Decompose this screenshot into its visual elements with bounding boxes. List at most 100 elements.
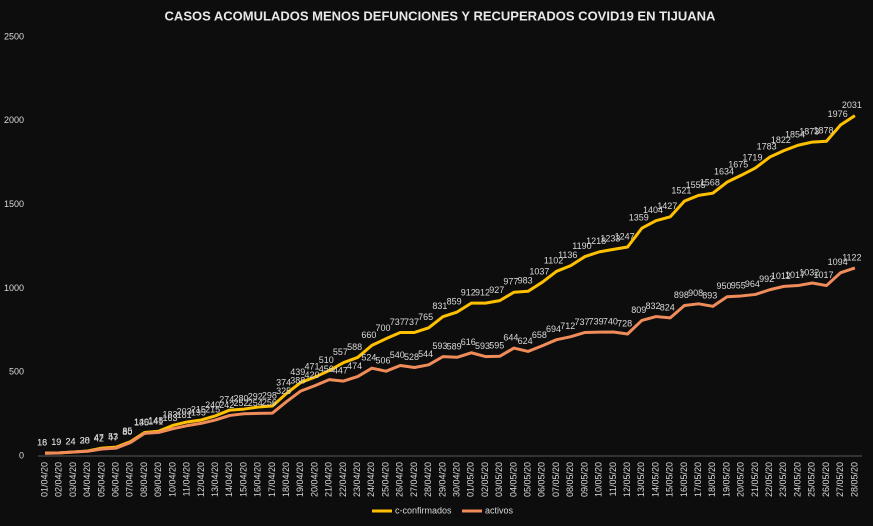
data-label: 977 — [503, 277, 518, 287]
data-label: 240 — [205, 400, 220, 410]
data-label: 456 — [319, 364, 334, 374]
x-tick-label: 04/05/20 — [508, 462, 518, 497]
x-tick-label: 10/05/20 — [594, 462, 604, 497]
x-tick-label: 28/04/20 — [423, 462, 433, 497]
data-label: 140 — [134, 417, 149, 427]
data-label: 950 — [717, 281, 732, 291]
data-label: 1247 — [615, 231, 635, 241]
data-label: 992 — [759, 274, 774, 284]
data-label: 215 — [191, 404, 206, 414]
y-tick-label: 2000 — [4, 115, 24, 125]
data-label: 47 — [94, 432, 104, 442]
x-tick-label: 18/05/20 — [707, 462, 717, 497]
data-label: 1233 — [600, 234, 620, 244]
data-label: 912 — [461, 288, 476, 298]
x-tick-label: 04/04/20 — [82, 462, 92, 497]
x-tick-label: 05/04/20 — [96, 462, 106, 497]
data-label: 1878 — [813, 126, 833, 136]
data-label: 18 — [37, 437, 47, 447]
data-label: 832 — [645, 301, 660, 311]
x-tick-label: 20/04/20 — [309, 462, 319, 497]
data-label: 24 — [66, 436, 76, 446]
data-label: 447 — [333, 365, 348, 375]
x-tick-label: 25/05/20 — [807, 462, 817, 497]
data-label: 593 — [432, 341, 447, 351]
data-label: 274 — [219, 394, 234, 404]
y-tick-label: 0 — [19, 450, 24, 460]
data-label: 325 — [276, 386, 291, 396]
x-tick-label: 02/05/20 — [480, 462, 490, 497]
data-label: 47 — [108, 432, 118, 442]
x-tick-label: 17/04/20 — [267, 462, 277, 497]
data-label: 809 — [631, 305, 646, 315]
data-label: 1427 — [657, 201, 677, 211]
x-tick-label: 13/04/20 — [210, 462, 220, 497]
data-label: 588 — [347, 342, 362, 352]
data-label: 24 — [66, 436, 76, 446]
x-tick-label: 27/05/20 — [835, 462, 845, 497]
data-label: 528 — [404, 352, 419, 362]
chart-title: CASOS ACOMULADOS MENOS DEFUNCIONES Y REC… — [165, 8, 716, 23]
data-label: 420 — [305, 370, 320, 380]
data-label: 1873 — [799, 126, 819, 136]
data-label: 471 — [305, 361, 320, 371]
x-tick-label: 15/04/20 — [238, 462, 248, 497]
data-label: 737 — [404, 317, 419, 327]
data-label: 181 — [177, 410, 192, 420]
x-tick-label: 06/05/20 — [537, 462, 547, 497]
data-label: 694 — [546, 324, 561, 334]
x-tick-label: 01/04/20 — [39, 462, 49, 497]
data-label: 163 — [162, 413, 177, 423]
y-tick-label: 1000 — [4, 283, 24, 293]
data-label: 1218 — [586, 236, 606, 246]
data-label: 85 — [122, 426, 132, 436]
x-tick-label: 26/05/20 — [821, 462, 831, 497]
data-label: 141 — [148, 417, 163, 427]
data-label: 912 — [475, 288, 490, 298]
legend-label: activos — [485, 505, 514, 515]
data-label: 183 — [162, 410, 177, 420]
x-tick-label: 24/05/20 — [792, 462, 802, 497]
x-tick-label: 12/04/20 — [196, 462, 206, 497]
data-label: 256 — [262, 397, 277, 407]
data-label: 831 — [432, 301, 447, 311]
x-tick-label: 11/05/20 — [608, 462, 618, 496]
data-label: 955 — [731, 280, 746, 290]
data-label: 242 — [219, 400, 234, 410]
data-label: 1102 — [544, 256, 563, 266]
data-label: 658 — [532, 330, 547, 340]
x-tick-label: 19/05/20 — [721, 462, 731, 497]
data-label: 712 — [560, 321, 575, 331]
data-label: 544 — [418, 349, 433, 359]
data-label: 524 — [361, 353, 376, 363]
data-label: 660 — [361, 330, 376, 340]
data-label: 1822 — [771, 135, 791, 145]
data-label: 1555 — [686, 180, 706, 190]
data-label: 252 — [233, 398, 248, 408]
data-label: 1783 — [757, 142, 777, 152]
data-label: 30 — [80, 435, 90, 445]
data-label: 28 — [80, 436, 90, 446]
x-tick-label: 11/04/20 — [182, 462, 192, 496]
data-label: 298 — [262, 390, 277, 400]
data-label: 624 — [518, 336, 533, 346]
data-label: 1976 — [828, 109, 848, 119]
x-tick-label: 25/04/20 — [380, 462, 390, 497]
data-label: 964 — [745, 279, 760, 289]
x-tick-label: 19/04/20 — [295, 462, 305, 497]
data-label: 700 — [376, 323, 391, 333]
x-tick-label: 09/04/20 — [153, 462, 163, 497]
x-tick-label: 03/05/20 — [494, 462, 504, 497]
data-label: 1854 — [785, 130, 805, 140]
x-tick-label: 15/05/20 — [665, 462, 675, 497]
data-label: 1037 — [529, 267, 549, 277]
x-tick-label: 29/04/20 — [437, 462, 447, 497]
data-label: 893 — [702, 291, 717, 301]
data-label: 739 — [589, 317, 604, 327]
data-label: 1017 — [785, 270, 805, 280]
x-tick-label: 16/05/20 — [679, 462, 689, 497]
data-label: 765 — [418, 312, 433, 322]
data-label: 439 — [290, 367, 305, 377]
data-label: 148 — [148, 416, 163, 426]
x-tick-label: 16/04/20 — [253, 462, 263, 497]
